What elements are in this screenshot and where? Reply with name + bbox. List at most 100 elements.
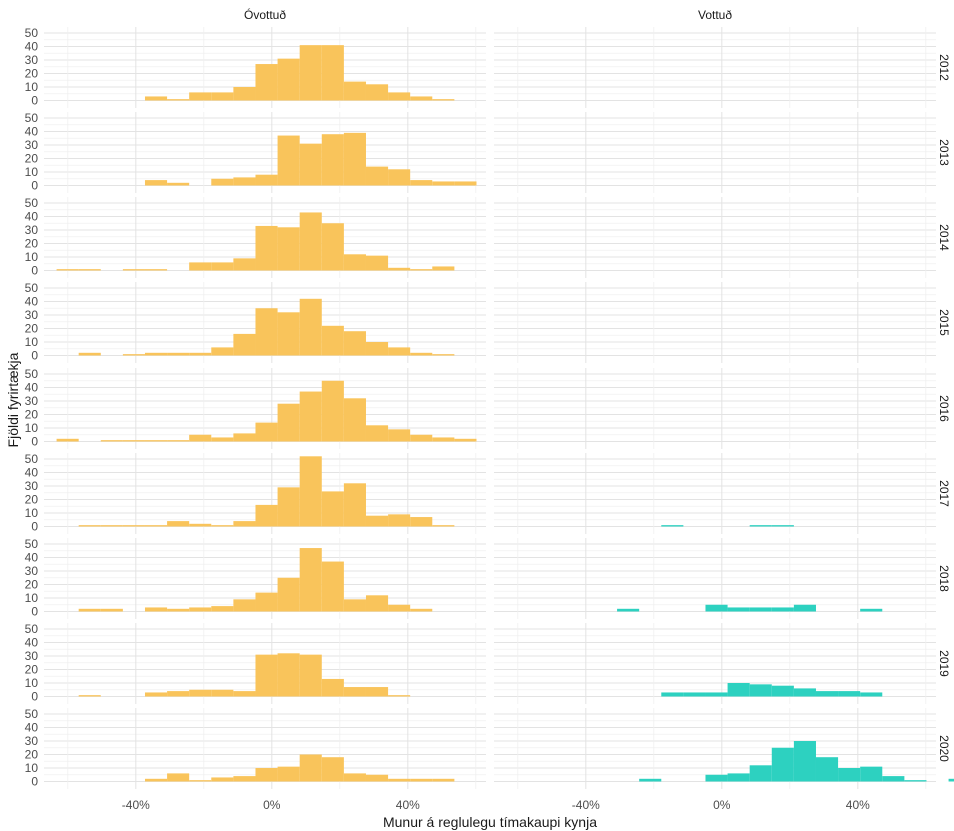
facet-row-label: 2012 bbox=[937, 54, 951, 81]
histogram-bar bbox=[211, 525, 234, 527]
histogram-bar bbox=[299, 391, 322, 442]
y-tick-label: 40 bbox=[25, 381, 39, 395]
histogram-bar bbox=[255, 654, 278, 697]
histogram-bar bbox=[365, 425, 389, 442]
facet-column-label: Vottuð bbox=[698, 8, 732, 22]
histogram-bar bbox=[793, 741, 816, 782]
histogram-bar bbox=[860, 608, 883, 612]
histogram-bar bbox=[321, 678, 344, 697]
histogram-bar bbox=[78, 352, 101, 356]
histogram-bar bbox=[683, 692, 706, 697]
histogram-bar bbox=[255, 422, 278, 442]
y-tick-label: 10 bbox=[25, 676, 39, 690]
histogram-bar bbox=[144, 96, 168, 101]
histogram-bar bbox=[727, 773, 750, 782]
y-tick-label: 10 bbox=[25, 591, 39, 605]
histogram-bar bbox=[432, 778, 455, 782]
x-tick-label: 40% bbox=[396, 798, 420, 812]
x-tick-label: 0% bbox=[263, 798, 281, 812]
histogram-bar bbox=[144, 525, 168, 527]
y-tick-label: 0 bbox=[31, 520, 38, 534]
histogram-bar bbox=[749, 684, 772, 697]
histogram-bar bbox=[365, 687, 389, 697]
y-tick-label: 0 bbox=[31, 349, 38, 363]
y-tick-label: 40 bbox=[25, 721, 39, 735]
y-tick-label: 50 bbox=[25, 537, 39, 551]
histogram-bar bbox=[233, 521, 256, 527]
histogram-bar bbox=[144, 269, 168, 271]
histogram-bar bbox=[454, 181, 477, 186]
histogram-bar bbox=[255, 592, 278, 612]
y-tick-label: 10 bbox=[25, 506, 39, 520]
histogram-bar bbox=[233, 691, 256, 697]
histogram-bar bbox=[233, 87, 256, 101]
histogram-bar bbox=[167, 182, 190, 186]
histogram-bar bbox=[277, 577, 300, 612]
y-tick-label: 20 bbox=[25, 663, 39, 677]
histogram-bar bbox=[167, 440, 190, 442]
histogram-bar bbox=[749, 525, 772, 527]
histogram-bar bbox=[122, 525, 145, 527]
histogram-bar bbox=[100, 608, 123, 612]
facet-row-label: 2015 bbox=[937, 309, 951, 336]
histogram-bar bbox=[410, 778, 433, 782]
y-tick-label: 50 bbox=[25, 111, 39, 125]
histogram-bar bbox=[432, 99, 455, 101]
histogram-bar bbox=[727, 607, 750, 612]
histogram-bar bbox=[167, 521, 190, 527]
y-tick-label: 50 bbox=[25, 281, 39, 295]
histogram-bar bbox=[343, 599, 366, 612]
histogram-bar bbox=[255, 225, 278, 271]
histogram-bar bbox=[100, 440, 123, 442]
histogram-bar bbox=[78, 695, 101, 697]
y-tick-label: 20 bbox=[25, 578, 39, 592]
histogram-bar bbox=[388, 429, 411, 442]
histogram-bar bbox=[410, 180, 433, 186]
histogram-bar bbox=[815, 691, 839, 697]
histogram-bar bbox=[343, 398, 366, 442]
facet-row-label: 2018 bbox=[937, 565, 951, 592]
histogram-bar bbox=[167, 352, 190, 356]
y-tick-label: 20 bbox=[25, 152, 39, 166]
y-tick-label: 0 bbox=[31, 605, 38, 619]
y-tick-label: 10 bbox=[25, 335, 39, 349]
histogram-bar bbox=[388, 514, 411, 527]
histogram-bar bbox=[167, 773, 190, 782]
histogram-bar bbox=[639, 778, 662, 782]
histogram-bar bbox=[454, 438, 477, 442]
y-tick-label: 20 bbox=[25, 237, 39, 251]
histogram-bar bbox=[299, 143, 322, 186]
facet-row-label: 2014 bbox=[937, 224, 951, 251]
histogram-bar bbox=[233, 433, 256, 442]
histogram-bar bbox=[122, 269, 145, 271]
facet-column-label: Óvottuð bbox=[244, 7, 286, 22]
histogram-bar bbox=[78, 525, 101, 527]
histogram-bar bbox=[189, 262, 212, 271]
y-tick-label: 0 bbox=[31, 690, 38, 704]
y-tick-label: 50 bbox=[25, 26, 39, 40]
histogram-bar bbox=[321, 134, 344, 186]
histogram-bar bbox=[167, 608, 190, 612]
histogram-bar bbox=[189, 689, 212, 697]
histogram-bar bbox=[388, 604, 411, 612]
y-tick-label: 10 bbox=[25, 761, 39, 775]
y-tick-label: 50 bbox=[25, 707, 39, 721]
histogram-bar bbox=[705, 774, 728, 782]
y-tick-label: 30 bbox=[25, 53, 39, 67]
histogram-bar bbox=[211, 262, 234, 271]
histogram-bar bbox=[705, 692, 728, 697]
y-tick-label: 20 bbox=[25, 322, 39, 336]
histogram-bar bbox=[277, 312, 300, 356]
histogram-bar bbox=[388, 347, 411, 356]
histogram-bar bbox=[948, 778, 954, 782]
histogram-bar bbox=[299, 654, 322, 697]
facet-row-label: 2017 bbox=[937, 480, 951, 507]
histogram-bar bbox=[144, 440, 168, 442]
histogram-bar bbox=[432, 437, 455, 442]
x-tick-label: 40% bbox=[846, 798, 870, 812]
histogram-bar bbox=[233, 258, 256, 271]
x-tick-label: -40% bbox=[572, 798, 600, 812]
histogram-bar bbox=[410, 96, 433, 101]
histogram-bar bbox=[860, 766, 883, 782]
